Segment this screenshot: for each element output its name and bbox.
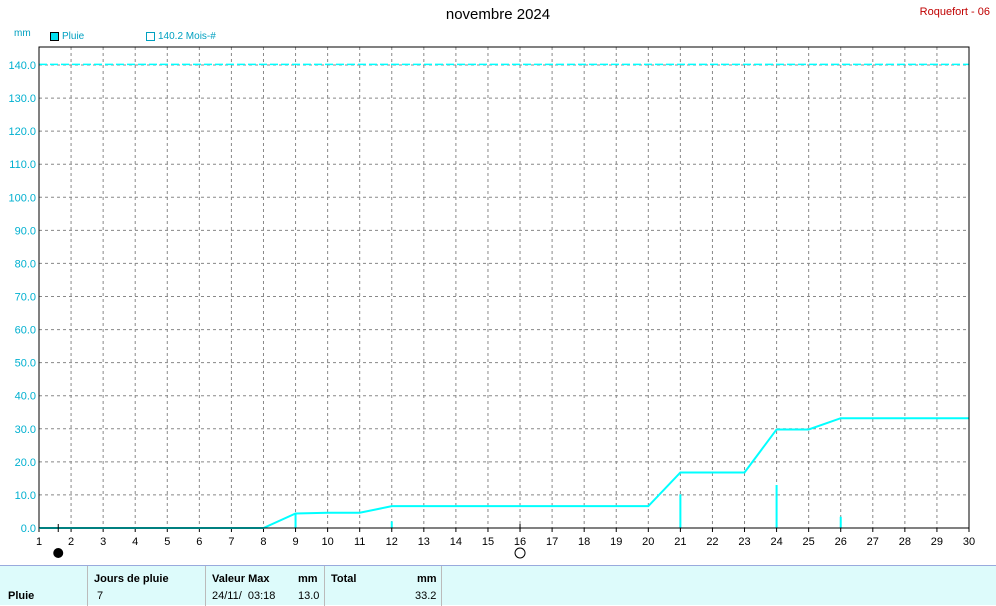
- x-tick-label: 2: [68, 536, 74, 548]
- y-tick-label: 140.0: [8, 60, 36, 72]
- x-tick-label: 13: [418, 536, 430, 548]
- y-tick-label: 130.0: [8, 93, 36, 105]
- station-name: Roquefort - 06: [919, 6, 990, 18]
- x-axis-ticks: 1 2 3 4 5 6 7 8 9 10 11 12 13 14 15 16 17 18 19 20 21 22 23 24 2…: [36, 528, 975, 548]
- chart-grid: [39, 47, 969, 528]
- x-tick-label: 8: [260, 536, 266, 548]
- x-tick-label: 30: [963, 536, 975, 548]
- summary-total-cell: Total mm 33.2: [325, 566, 442, 606]
- y-tick-label: 20.0: [15, 457, 36, 469]
- x-tick-label: 7: [228, 536, 234, 548]
- x-tick-label: 25: [803, 536, 815, 548]
- y-tick-label: 100.0: [8, 192, 36, 204]
- x-tick-label: 1: [36, 536, 42, 548]
- y-tick-label: 10.0: [15, 490, 36, 502]
- x-tick-label: 15: [482, 536, 494, 548]
- max-datetime: 24/11/ 03:18: [212, 590, 276, 602]
- x-tick-label: 12: [386, 536, 398, 548]
- x-tick-label: 18: [578, 536, 590, 548]
- x-tick-label: 5: [164, 536, 170, 548]
- summary-table: Pluie Jours de pluie 7 Valeur Max mm 24/…: [0, 565, 996, 606]
- rain-chart: 0.0 10.0 20.0 30.0 40.0 50.0 60.0 70.0 80.0 90.0 1…: [8, 46, 975, 559]
- y-tick-label: 40.0: [15, 391, 36, 403]
- legend-series: Pluie: [50, 31, 84, 42]
- chart-title: novembre 2024: [445, 6, 551, 23]
- y-tick-label: 30.0: [15, 424, 36, 436]
- x-tick-label: 24: [770, 536, 782, 548]
- x-tick-label: 29: [931, 536, 943, 548]
- x-tick-label: 4: [132, 536, 138, 548]
- x-tick-label: 22: [706, 536, 718, 548]
- y-tick-label: 60.0: [15, 325, 36, 337]
- total-value: 33.2: [415, 590, 437, 602]
- x-tick-label: 10: [321, 536, 333, 548]
- x-tick-label: 23: [738, 536, 750, 548]
- moon-phases: [53, 524, 526, 559]
- full-moon-icon: [514, 547, 526, 559]
- summary-max-cell: Valeur Max mm 24/11/ 03:18 13.0: [206, 566, 325, 606]
- x-tick-label: 19: [610, 536, 622, 548]
- summary-row-label: Pluie: [8, 590, 35, 602]
- rain-days-header: Jours de pluie: [94, 573, 169, 585]
- summary-rowlabel-cell: Pluie: [0, 566, 88, 606]
- y-tick-label: 70.0: [15, 292, 36, 304]
- x-tick-label: 21: [674, 536, 686, 548]
- x-tick-label: 16: [514, 536, 526, 548]
- legend-series-label: Pluie: [62, 31, 85, 42]
- cumulative-rain-line: [39, 417, 969, 529]
- daily-rain-bars: [294, 485, 842, 528]
- x-tick-label: 26: [835, 536, 847, 548]
- legend-month-label: 140.2 Mois-#: [158, 31, 216, 42]
- plot-frame: [38, 46, 970, 529]
- y-tick-label: 110.0: [9, 159, 36, 171]
- legend-swatch-hollow: [146, 32, 155, 41]
- legend-swatch-filled: [50, 32, 59, 41]
- total-header: Total: [331, 573, 357, 585]
- x-tick-label: 14: [450, 536, 462, 548]
- x-tick-label: 27: [867, 536, 879, 548]
- max-unit-header: mm: [298, 573, 318, 585]
- y-unit-label: mm: [14, 28, 31, 39]
- y-axis-ticks: 0.0 10.0 20.0 30.0 40.0 50.0 60.0 70.0 80.0 90.0 1…: [8, 60, 36, 535]
- max-header: Valeur Max: [212, 573, 270, 585]
- x-tick-label: 6: [196, 536, 202, 548]
- x-tick-label: 11: [354, 536, 365, 548]
- legend-month-total: 140.2 Mois-#: [146, 31, 216, 42]
- summary-raindays-cell: Jours de pluie 7: [88, 566, 206, 606]
- x-tick-label: 20: [642, 536, 654, 548]
- cumulative-rain-polyline: [39, 417, 969, 529]
- x-tick-label: 9: [292, 536, 298, 548]
- y-tick-label: 80.0: [15, 258, 36, 270]
- x-tick-label: 17: [546, 536, 558, 548]
- total-unit-header: mm: [417, 573, 437, 585]
- new-moon-icon: [53, 548, 64, 558]
- x-tick-label: 28: [899, 536, 911, 548]
- y-tick-label: 120.0: [8, 126, 36, 138]
- y-tick-label: 0.0: [21, 523, 36, 535]
- y-tick-label: 90.0: [15, 225, 36, 237]
- y-tick-label: 50.0: [15, 358, 36, 370]
- x-tick-label: 3: [100, 536, 106, 548]
- max-value: 13.0: [298, 590, 320, 602]
- rain-days-value: 7: [97, 590, 104, 602]
